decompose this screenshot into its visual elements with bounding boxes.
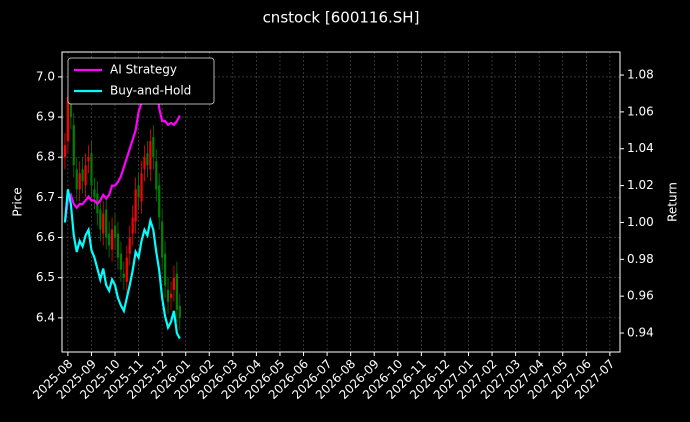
chart-title: cnstock [600116.SH] (263, 9, 420, 27)
candle-body (113, 225, 117, 238)
y2-tick-label: 0.94 (627, 326, 654, 340)
y2-tick-label: 1.00 (627, 215, 654, 229)
candle-body (63, 145, 67, 158)
candle-body (90, 153, 93, 186)
candle-body (172, 277, 176, 290)
y-tick-label: 7.0 (36, 69, 55, 83)
y2-axis-label: Return (666, 182, 680, 222)
candle-body (175, 273, 178, 310)
candle-body (99, 209, 102, 230)
candle-body (163, 253, 167, 286)
y-tick-label: 6.5 (36, 270, 55, 284)
y-axis-label: Price (11, 187, 25, 216)
candle-body (166, 289, 170, 302)
candle-body (119, 253, 123, 270)
candle-body (108, 233, 111, 246)
candle-body (137, 185, 140, 198)
candle-body (134, 189, 137, 222)
candle-body (116, 233, 120, 258)
candle-body (140, 173, 143, 202)
legend-label: AI Strategy (110, 63, 177, 77)
plot-frame (61, 51, 621, 353)
candle-body (84, 165, 87, 186)
line-series (63, 189, 181, 340)
candle-body (131, 217, 134, 234)
y2-tick-label: 1.02 (627, 178, 654, 192)
y-tick-label: 6.7 (36, 190, 55, 204)
candle-body (75, 169, 78, 190)
y2-tick-label: 1.04 (627, 141, 654, 155)
candle-body (143, 157, 146, 170)
y-tick-label: 6.9 (36, 110, 55, 124)
candle-body (178, 305, 181, 318)
candle-body (146, 153, 149, 166)
y-tick-label: 6.4 (36, 310, 55, 324)
y-tick-label: 6.6 (36, 230, 55, 244)
line-series (63, 63, 181, 223)
candle-body (169, 293, 173, 298)
candle-body (87, 157, 90, 162)
candle-body (125, 257, 128, 282)
y2-tick-label: 1.08 (627, 68, 654, 82)
candle-body (105, 209, 108, 238)
candle-body (66, 96, 69, 142)
y2-tick-label: 0.98 (627, 252, 654, 266)
candle-body (122, 273, 125, 278)
candle-body (78, 173, 81, 190)
legend-label: Buy-and-Hold (110, 84, 191, 98)
candle-body (152, 137, 155, 158)
candle-body (158, 185, 161, 218)
y2-tick-label: 1.06 (627, 104, 654, 118)
candle-body (161, 221, 164, 258)
candle-body (128, 237, 131, 254)
candle-body (102, 213, 105, 234)
legend-box (67, 57, 215, 105)
y-tick-label: 6.8 (36, 150, 55, 164)
y2-tick-label: 0.96 (627, 289, 654, 303)
candle-body (69, 100, 72, 118)
candle-body (81, 169, 84, 182)
candle-body (155, 161, 158, 190)
candle-body (110, 229, 114, 250)
candle-body (72, 125, 75, 166)
candle-body (149, 141, 152, 170)
candle-body (93, 189, 96, 198)
